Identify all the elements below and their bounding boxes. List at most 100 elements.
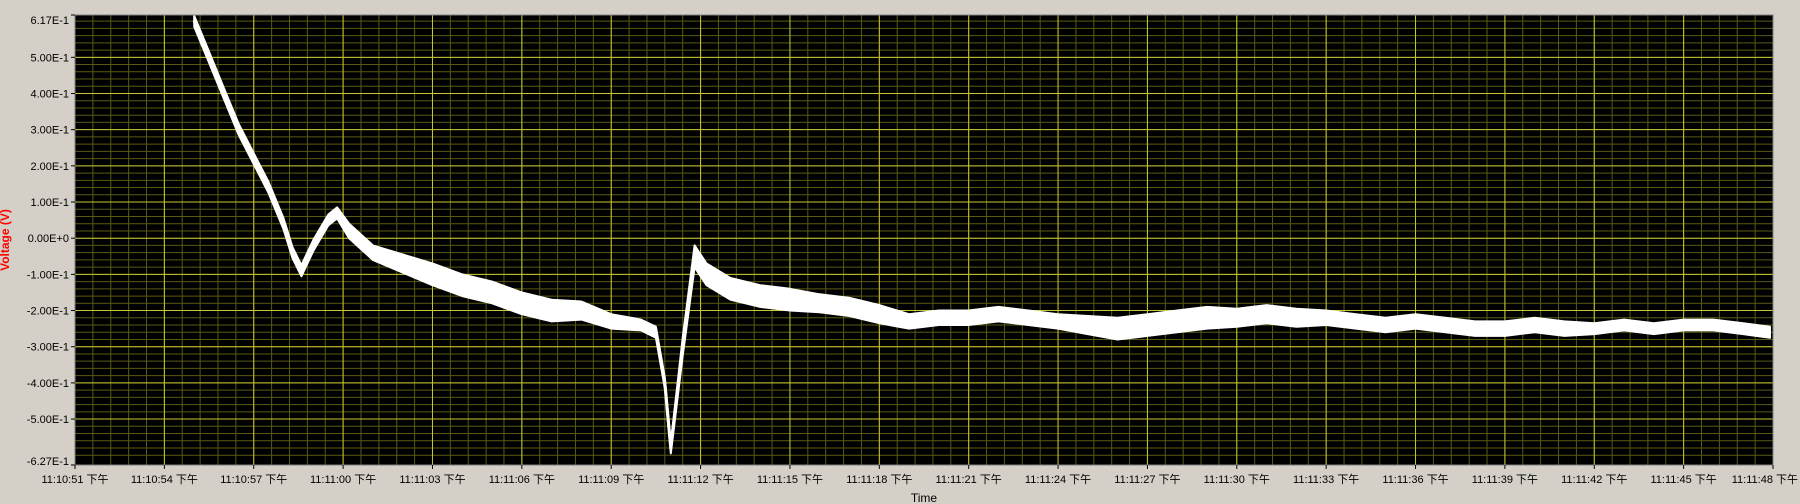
voltage-trace-point — [907, 320, 911, 323]
voltage-trace-point — [1533, 323, 1536, 327]
voltage-trace-point — [1414, 320, 1417, 323]
y-tick-label: 6.17E-1 — [30, 15, 69, 27]
voltage-trace-point — [1593, 327, 1596, 330]
y-tick-label: -2.00E-1 — [27, 306, 69, 318]
voltage-trace-point — [580, 309, 583, 312]
x-tick-label: 11:11:18 下午 — [846, 473, 912, 486]
x-tick-label: 11:11:39 下午 — [1472, 473, 1538, 486]
voltage-trace-point — [431, 273, 434, 276]
y-tick-label: -1.00E-1 — [27, 269, 69, 281]
voltage-trace-point — [1712, 323, 1715, 327]
x-tick-label: 11:11:30 下午 — [1204, 473, 1270, 486]
voltage-trace-point — [681, 345, 684, 348]
voltage-trace-point — [654, 331, 658, 334]
voltage-trace-point — [705, 273, 708, 276]
voltage-trace-point — [1056, 320, 1060, 323]
voltage-trace-point — [818, 302, 821, 305]
voltage-trace-point — [461, 284, 464, 287]
voltage-trace-point — [788, 298, 792, 301]
x-tick-label: 11:10:57 下午 — [220, 473, 287, 486]
voltage-trace-point — [282, 222, 285, 225]
voltage-trace-point — [639, 323, 643, 327]
x-tick-label: 11:11:24 下午 — [1025, 473, 1091, 486]
voltage-trace-point — [693, 255, 696, 258]
voltage-trace-point — [1235, 316, 1239, 319]
x-axis-ticks: 11:10:51 下午 11:10:54 下午 11:10:57 下午 11:11:0… — [41, 465, 1798, 486]
voltage-trace-point — [967, 316, 970, 319]
y-tick-label: -4.00E-1 — [27, 378, 69, 390]
voltage-trace-point — [193, 19, 196, 23]
y-tick-label: -3.00E-1 — [27, 342, 69, 354]
x-tick-label: 11:11:48 下午 — [1732, 473, 1798, 486]
x-tick-label: 11:11:09 下午 — [578, 473, 644, 486]
voltage-trace-point — [1503, 327, 1507, 330]
y-tick-label: -5.00E-1 — [27, 414, 69, 426]
x-tick-label: 11:11:36 下午 — [1382, 473, 1448, 486]
voltage-trace-point — [550, 309, 553, 312]
x-tick-label: 11:11:00 下午 — [310, 473, 376, 486]
voltage-trace-point — [347, 229, 351, 233]
voltage-trace-point — [1295, 316, 1298, 319]
voltage-trace-point — [237, 128, 240, 131]
voltage-trace-band — [193, 14, 1771, 455]
voltage-trace-point — [1354, 320, 1358, 323]
voltage-trace-point — [222, 92, 226, 95]
voltage-trace-point — [1768, 331, 1772, 334]
voltage-trace-point — [729, 287, 732, 290]
x-tick-label: 11:11:45 下午 — [1651, 473, 1717, 486]
voltage-trace-point — [1444, 323, 1447, 327]
voltage-trace-point — [878, 313, 881, 316]
voltage-trace-point — [1384, 323, 1387, 327]
x-tick-label: 11:11:12 下午 — [667, 473, 733, 486]
voltage-trace — [192, 14, 1772, 455]
x-tick-label: 11:11:15 下午 — [757, 473, 823, 486]
voltage-trace-point — [1205, 316, 1209, 319]
voltage-trace-point — [1563, 327, 1566, 330]
y-tick-label: 3.00E-1 — [30, 125, 69, 137]
x-tick-label: 11:10:54 下午 — [131, 473, 198, 486]
voltage-trace-point — [490, 291, 494, 294]
voltage-trace-point — [610, 320, 613, 323]
x-tick-label: 11:11:06 下午 — [489, 473, 555, 486]
voltage-trace-point — [1265, 313, 1268, 316]
voltage-trace-point — [1652, 327, 1656, 330]
voltage-trace-point — [997, 313, 1000, 316]
voltage-trace-point — [1473, 327, 1477, 330]
voltage-trace-point — [759, 294, 762, 298]
x-tick-label: 11:11:33 下午 — [1293, 473, 1359, 486]
voltage-trace-point — [207, 56, 211, 59]
voltage-trace-point — [312, 244, 315, 247]
voltage-trace-point — [1325, 316, 1328, 319]
y-tick-label: 4.00E-1 — [30, 88, 69, 100]
y-tick-label: 5.00E-1 — [30, 52, 69, 64]
voltage-trace-point — [252, 157, 255, 160]
voltage-trace-point — [848, 305, 851, 309]
voltage-trace-point — [335, 211, 339, 215]
voltage-trace-point — [520, 302, 523, 305]
voltage-trace-point — [371, 251, 375, 254]
x-tick-label: 11:11:03 下午 — [399, 473, 465, 486]
x-tick-label: 11:11:27 下午 — [1114, 473, 1180, 486]
voltage-trace-point — [1742, 327, 1745, 330]
voltage-trace-point — [1146, 323, 1149, 327]
y-tick-label: 0.00E+0 — [28, 233, 69, 245]
voltage-trace-point — [669, 446, 672, 450]
voltage-trace-point — [1116, 327, 1119, 330]
voltage-trace-point — [1176, 320, 1179, 323]
y-tick-label: -6.27E-1 — [27, 456, 69, 468]
y-axis-ticks: 6.17E-1 5.00E-1 4.00E-1 3.00E-1 2.00E-1 1.00E… — [27, 14, 75, 468]
voltage-trace-point — [937, 316, 941, 319]
voltage-trace-point — [1682, 323, 1685, 327]
x-tick-label: 11:10:51 下午 — [41, 473, 108, 486]
y-axis-label: Voltage (V) — [0, 209, 12, 271]
voltage-trace-point — [300, 269, 303, 272]
voltage-trace-point — [1027, 316, 1030, 319]
y-tick-label: 2.00E-1 — [30, 161, 69, 173]
voltage-trace-point — [291, 251, 294, 254]
x-axis-label: Time — [911, 491, 938, 504]
voltage-trace-point — [327, 218, 330, 222]
voltage-trace-point — [401, 262, 404, 265]
x-tick-label: 11:11:21 下午 — [936, 473, 1002, 486]
voltage-trace-point — [267, 186, 270, 189]
